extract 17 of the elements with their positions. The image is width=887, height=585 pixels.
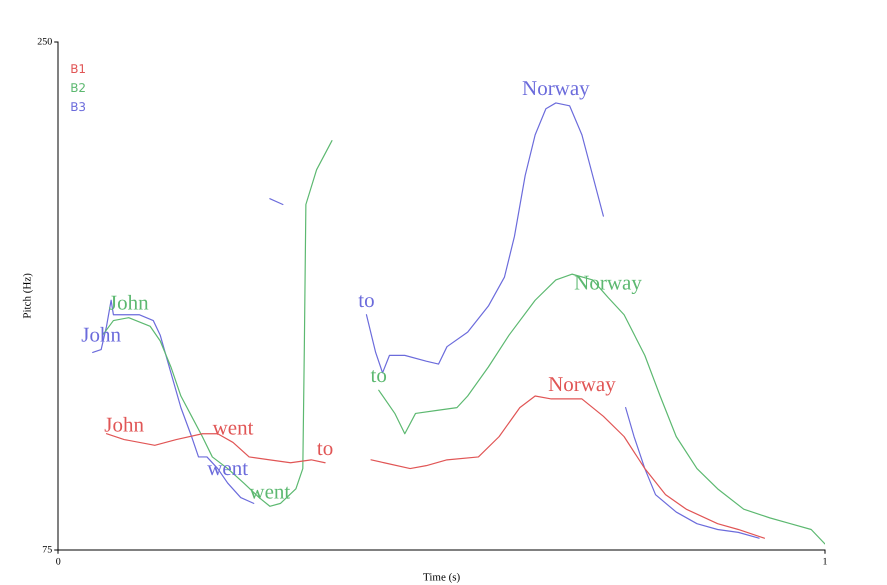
- text: B3: [70, 100, 86, 114]
- x-tick-label: 1: [822, 556, 828, 568]
- annotation: Norway: [522, 76, 590, 100]
- annotation: went: [212, 415, 254, 440]
- x-axis-title: Time (s): [423, 571, 461, 584]
- annotation: John: [108, 290, 150, 315]
- text: B1: [70, 62, 86, 76]
- annotation: to: [358, 288, 375, 312]
- y-tick-label: 75: [42, 544, 52, 556]
- y-axis-title: Pitch (Hz): [21, 272, 34, 319]
- annotation: to: [316, 436, 334, 460]
- x-tick-label: 0: [56, 556, 61, 568]
- annotation: to: [370, 363, 387, 388]
- y-tick-label: 250: [37, 36, 52, 48]
- annotation: Norway: [548, 372, 616, 396]
- annotation: John: [104, 412, 144, 437]
- text: B2: [70, 81, 86, 96]
